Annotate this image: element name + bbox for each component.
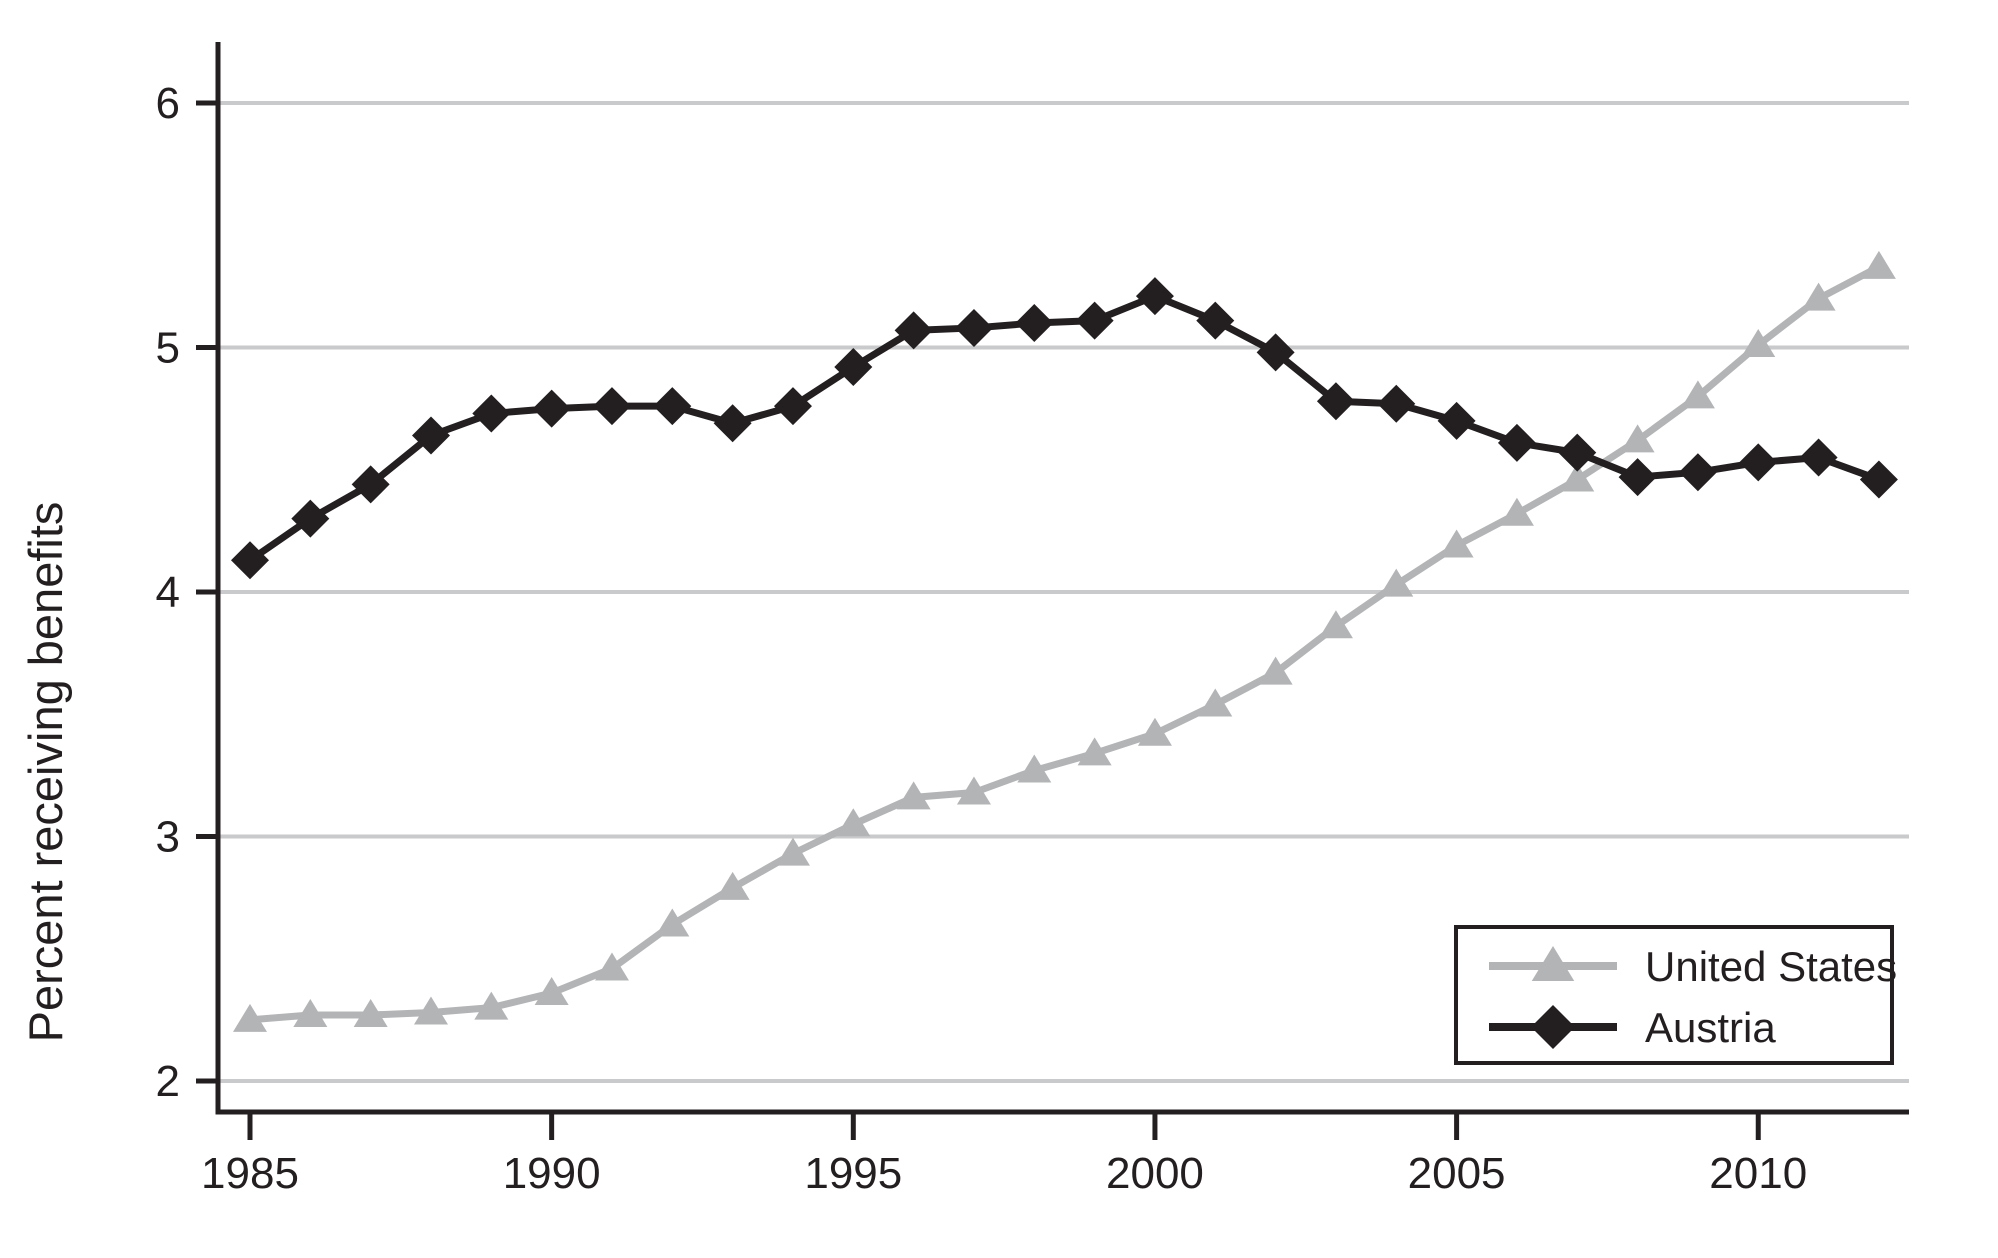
us-marker-2002 bbox=[1258, 656, 1293, 685]
us-marker-2004 bbox=[1379, 568, 1414, 597]
us-marker-2009 bbox=[1680, 380, 1715, 409]
us-marker-1991 bbox=[594, 952, 629, 981]
us-marker-1992 bbox=[655, 908, 690, 937]
us-marker-2005 bbox=[1439, 529, 1474, 558]
austria-marker-1998 bbox=[1015, 304, 1054, 343]
legend-us-triangle-icon bbox=[1531, 946, 1575, 981]
us-marker-2010 bbox=[1741, 329, 1776, 358]
austria-marker-2009 bbox=[1678, 453, 1717, 492]
us-marker-1998 bbox=[1017, 754, 1052, 783]
austria-marker-2006 bbox=[1497, 423, 1536, 462]
austria-marker-1988 bbox=[411, 416, 450, 455]
x-tick-label-1985: 1985 bbox=[201, 1149, 299, 1198]
us-marker-2001 bbox=[1198, 688, 1233, 717]
us-marker-1997 bbox=[956, 776, 991, 805]
legend-box bbox=[1454, 925, 1894, 1065]
austria-marker-1997 bbox=[954, 308, 993, 347]
austria-marker-2005 bbox=[1437, 401, 1476, 440]
us-marker-1993 bbox=[715, 871, 750, 900]
us-marker-1996 bbox=[896, 781, 931, 810]
austria-marker-1993 bbox=[713, 404, 752, 443]
y-tick-label-2: 2 bbox=[156, 1057, 180, 1106]
us-marker-1990 bbox=[534, 976, 569, 1005]
us-marker-2000 bbox=[1137, 717, 1172, 746]
us-marker-2011 bbox=[1801, 282, 1836, 311]
austria-marker-1994 bbox=[773, 387, 812, 426]
us-marker-1987 bbox=[353, 998, 388, 1027]
austria-marker-2011 bbox=[1799, 438, 1838, 477]
y-tick-label-4: 4 bbox=[156, 568, 180, 617]
austria-marker-2003 bbox=[1316, 382, 1355, 421]
austria-marker-2001 bbox=[1196, 301, 1235, 340]
us-marker-2008 bbox=[1620, 424, 1655, 453]
austria-marker-1985 bbox=[231, 541, 269, 580]
legend-label-us: United States bbox=[1645, 943, 1897, 990]
x-tick-label-1995: 1995 bbox=[804, 1149, 902, 1198]
y-axis-title: Percent receiving benefits bbox=[19, 502, 72, 1043]
us-marker-1995 bbox=[836, 808, 871, 837]
austria-marker-1990 bbox=[532, 389, 571, 428]
us-marker-1989 bbox=[474, 991, 509, 1020]
austria-marker-1999 bbox=[1075, 301, 1114, 340]
austria-marker-1991 bbox=[592, 387, 631, 426]
austria-marker-1987 bbox=[351, 465, 390, 504]
austria-marker-2012 bbox=[1859, 460, 1898, 499]
us-marker-1986 bbox=[293, 998, 328, 1027]
us-marker-1985 bbox=[233, 1003, 267, 1032]
x-tick-label-2010: 2010 bbox=[1709, 1149, 1807, 1198]
austria-marker-1996 bbox=[894, 311, 933, 350]
us-marker-2012 bbox=[1861, 250, 1896, 279]
us-marker-1988 bbox=[413, 996, 448, 1025]
y-tick-label-5: 5 bbox=[156, 324, 180, 373]
y-tick-label-6: 6 bbox=[156, 79, 180, 128]
us-marker-2006 bbox=[1499, 497, 1534, 526]
legend-austria-diamond-icon bbox=[1531, 1005, 1575, 1049]
austria-marker-2002 bbox=[1256, 333, 1295, 372]
x-tick-label-2005: 2005 bbox=[1408, 1149, 1506, 1198]
us-marker-1999 bbox=[1077, 737, 1112, 766]
austria-marker-2000 bbox=[1135, 277, 1174, 316]
austria-marker-2008 bbox=[1618, 458, 1657, 497]
us-marker-2007 bbox=[1560, 463, 1595, 492]
us-marker-2003 bbox=[1318, 610, 1353, 639]
us-marker-1994 bbox=[775, 837, 810, 866]
us-series-line bbox=[246, 263, 1883, 1024]
legend-label-austria: Austria bbox=[1645, 1004, 1776, 1051]
austria-marker-1992 bbox=[653, 387, 692, 426]
x-tick-label-1990: 1990 bbox=[503, 1149, 601, 1198]
austria-series-line bbox=[246, 292, 1883, 564]
austria-marker-1989 bbox=[472, 394, 511, 433]
austria-marker-1995 bbox=[834, 348, 873, 387]
austria-marker-2007 bbox=[1558, 433, 1597, 472]
austria-marker-2010 bbox=[1739, 443, 1778, 482]
x-tick-label-2000: 2000 bbox=[1106, 1149, 1204, 1198]
austria-marker-1986 bbox=[291, 499, 330, 538]
austria-marker-2004 bbox=[1377, 384, 1416, 423]
y-tick-label-3: 3 bbox=[156, 813, 180, 862]
